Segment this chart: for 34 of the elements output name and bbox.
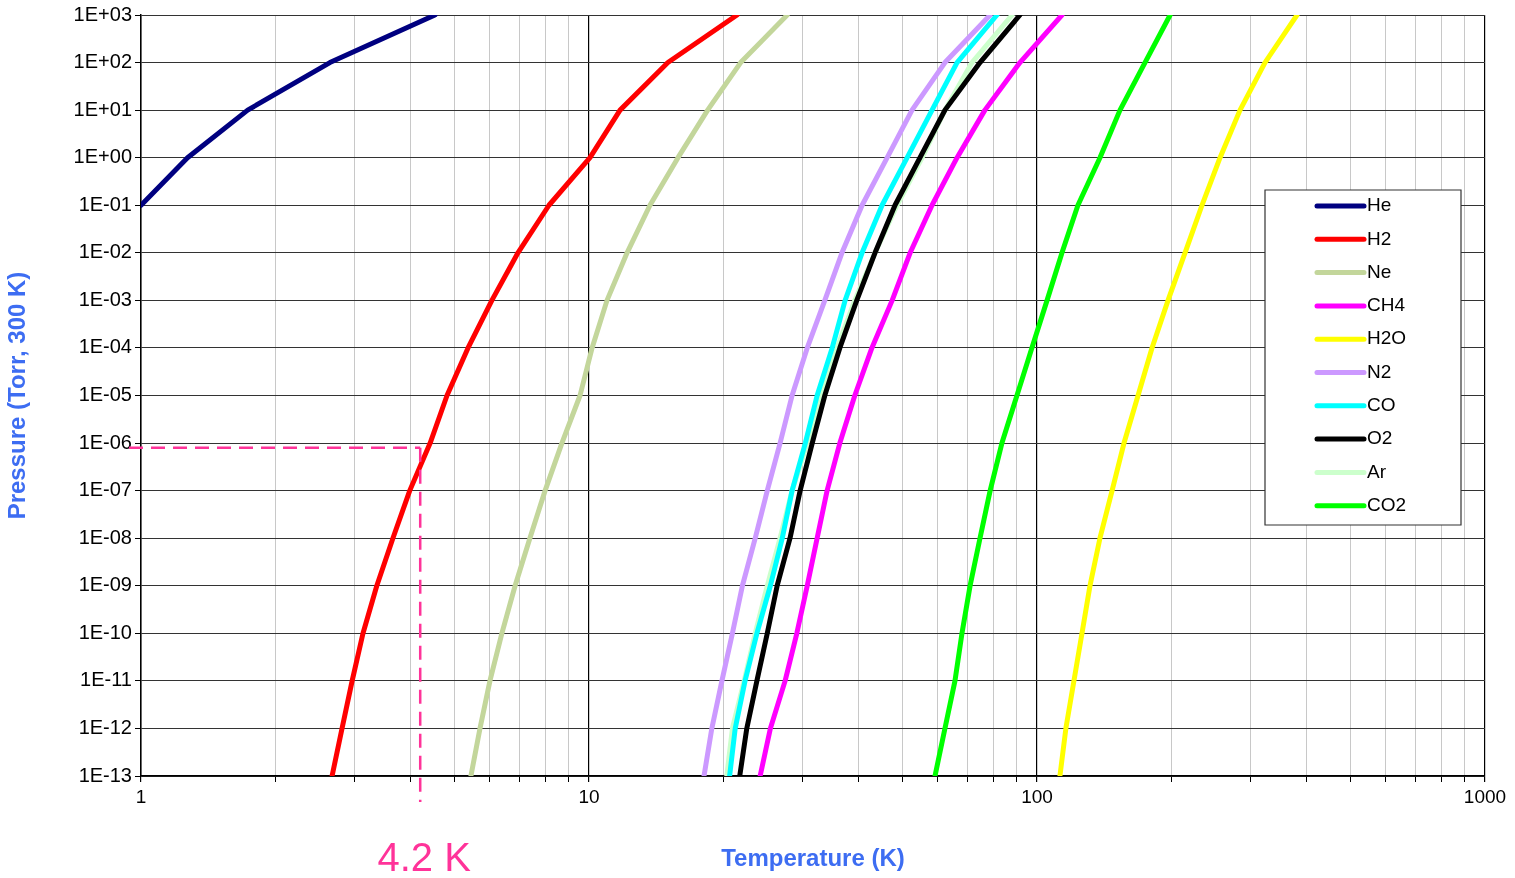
y-tick-label: 1E-02	[78, 240, 132, 263]
legend-label: CO	[1367, 394, 1396, 416]
ref-line-label: 4.2 K	[377, 835, 472, 878]
legend-label: Ne	[1367, 260, 1392, 282]
y-tick-label: 1E-06	[78, 430, 132, 453]
legend-label: CO2	[1367, 493, 1407, 515]
y-tick-label: 1E+00	[73, 145, 132, 168]
legend-label: He	[1367, 194, 1392, 216]
y-tick-label: 1E+01	[73, 97, 132, 120]
x-tick-label: 10	[578, 785, 600, 807]
x-axis-title: Temperature (K)	[721, 844, 905, 872]
legend-label: N2	[1367, 360, 1392, 382]
legend-label: H2	[1367, 227, 1392, 249]
y-tick-label: 1E-11	[80, 668, 132, 691]
y-tick-label: 1E-01	[78, 192, 132, 215]
x-tick-label: 100	[1021, 785, 1053, 807]
legend-label: CH4	[1367, 294, 1406, 316]
y-tick-label: 1E-09	[78, 573, 132, 596]
y-tick-label: 1E+03	[73, 2, 132, 25]
y-tick-label: 1E-13	[78, 763, 132, 786]
y-tick-label: 1E-10	[78, 620, 132, 643]
y-tick-label: 1E+02	[73, 50, 132, 73]
y-tick-label: 1E-07	[78, 478, 132, 501]
x-tick-label: 1000	[1463, 785, 1507, 807]
y-axis-title: Pressure (Torr, 300 K)	[3, 271, 31, 520]
y-tick-label: 1E-08	[78, 525, 132, 548]
legend-label: Ar	[1367, 460, 1387, 482]
y-tick-label: 1E-03	[78, 287, 132, 310]
y-tick-label: 1E-05	[78, 383, 132, 406]
x-tick-label: 1	[135, 785, 147, 807]
y-tick-label: 1E-04	[78, 335, 132, 358]
legend-label: H2O	[1367, 327, 1407, 349]
y-tick-label: 1E-12	[78, 715, 132, 738]
legend-label: O2	[1367, 427, 1393, 449]
